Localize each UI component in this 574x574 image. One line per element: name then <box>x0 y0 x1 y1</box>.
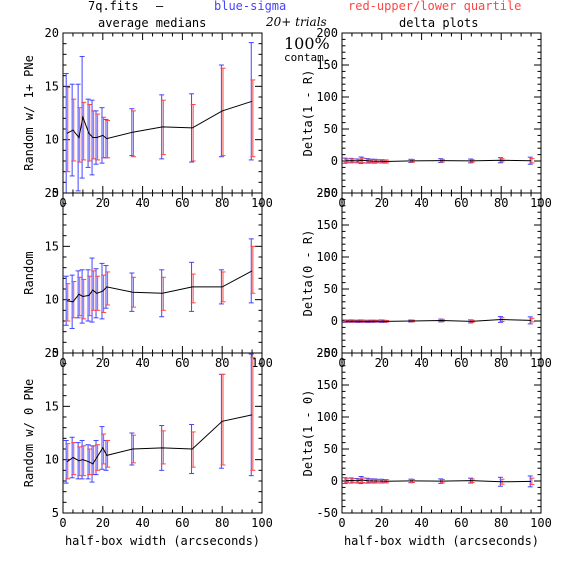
y-tick-label: 200 <box>316 186 338 200</box>
y-tick-label: 0 <box>331 314 338 328</box>
x-tick-label: 20 <box>96 196 110 210</box>
x-tick-label: 40 <box>414 356 428 370</box>
x-tick-label: 80 <box>215 356 229 370</box>
median-line <box>66 270 253 303</box>
y-tick-label: 50 <box>324 442 338 456</box>
plot-frame <box>341 32 542 194</box>
x-tick-label: 80 <box>494 196 508 210</box>
y-tick-label: 20 <box>45 26 59 40</box>
y-tick-label: -50 <box>316 346 338 360</box>
x-tick-label: 80 <box>215 516 229 530</box>
y-tick-label: 20 <box>45 186 59 200</box>
y-tick-label: 0 <box>331 474 338 488</box>
x-tick-label: 80 <box>494 516 508 530</box>
y-axis-label: Random w/ 1+ PNe <box>22 55 36 171</box>
y-tick-label: 200 <box>316 346 338 360</box>
contamination-percent: 100% <box>284 34 330 53</box>
x-tick-label: 100 <box>251 516 273 530</box>
x-tick-label: 60 <box>454 196 468 210</box>
y-tick-label: 50 <box>324 122 338 136</box>
median-line <box>345 479 532 483</box>
y-tick-label: 200 <box>316 26 338 40</box>
x-tick-label: 0 <box>59 516 66 530</box>
x-tick-label: 60 <box>454 516 468 530</box>
plot-frame <box>341 352 542 514</box>
x-tick-label: 60 <box>454 356 468 370</box>
legend-dash: — <box>156 0 164 13</box>
y-tick-label: 10 <box>45 293 59 307</box>
x-tick-label: 20 <box>375 356 389 370</box>
x-tick-label: 20 <box>375 196 389 210</box>
left-column-title: average medians <box>98 16 206 30</box>
x-tick-label: 80 <box>494 356 508 370</box>
x-axis-label: half-box width (arcseconds) <box>65 534 260 548</box>
x-tick-label: 40 <box>135 356 149 370</box>
x-tick-label: 0 <box>338 516 345 530</box>
y-axis-label: Random w/ 0 PNe <box>22 379 36 487</box>
y-tick-label: 20 <box>45 346 59 360</box>
y-tick-label: 0 <box>331 154 338 168</box>
plot-frame <box>341 192 542 354</box>
x-axis-label: half-box width (arcseconds) <box>344 534 539 548</box>
y-tick-label: 5 <box>52 346 59 360</box>
x-tick-label: 20 <box>96 516 110 530</box>
y-tick-label: 5 <box>52 186 59 200</box>
y-tick-label: 15 <box>45 399 59 413</box>
right-column-title: delta plots <box>399 16 478 30</box>
plot-frame <box>62 32 263 194</box>
x-tick-label: 60 <box>175 356 189 370</box>
y-tick-label: 150 <box>316 218 338 232</box>
x-tick-label: 40 <box>135 516 149 530</box>
x-tick-label: 20 <box>96 356 110 370</box>
trials-label: 20+ trials <box>265 15 327 29</box>
plot-frame <box>62 352 263 514</box>
contamination-label: contam. <box>284 51 330 64</box>
y-tick-label: 15 <box>45 239 59 253</box>
y-tick-label: 150 <box>316 378 338 392</box>
median-line <box>345 318 532 322</box>
y-tick-label: 150 <box>316 58 338 72</box>
y-axis-label: Delta(0 - R) <box>301 230 315 317</box>
file-label: 7q.fits <box>88 0 139 13</box>
y-axis-label: Delta(1 - R) <box>301 70 315 157</box>
x-tick-label: 40 <box>414 516 428 530</box>
y-tick-label: 15 <box>45 79 59 93</box>
y-axis-label: Delta(1 - 0) <box>301 390 315 477</box>
median-line <box>66 100 253 140</box>
plot-frame <box>62 192 263 354</box>
legend-blue-sigma: blue-sigma <box>214 0 286 13</box>
x-tick-label: 100 <box>530 516 552 530</box>
y-tick-label: -50 <box>316 506 338 520</box>
median-line <box>66 414 253 465</box>
x-tick-label: 80 <box>215 196 229 210</box>
median-line <box>345 159 532 163</box>
x-tick-label: 40 <box>414 196 428 210</box>
y-axis-label: Random <box>22 251 36 294</box>
x-tick-label: 60 <box>175 196 189 210</box>
y-tick-label: 100 <box>316 250 338 264</box>
y-tick-label: 10 <box>45 133 59 147</box>
y-tick-label: 5 <box>52 506 59 520</box>
y-tick-label: 100 <box>316 410 338 424</box>
y-tick-label: 10 <box>45 453 59 467</box>
x-tick-label: 60 <box>175 516 189 530</box>
x-tick-label: 20 <box>375 516 389 530</box>
panel-left-3: 0 20 40 60 80 100 5 10 15 20 Random w/ 0 PNe half-b… <box>22 346 273 548</box>
y-tick-label: -50 <box>316 186 338 200</box>
y-tick-label: 50 <box>324 282 338 296</box>
x-tick-label: 40 <box>135 196 149 210</box>
y-tick-label: 100 <box>316 90 338 104</box>
legend-red-quartile: red-upper/lower quartile <box>348 0 521 13</box>
